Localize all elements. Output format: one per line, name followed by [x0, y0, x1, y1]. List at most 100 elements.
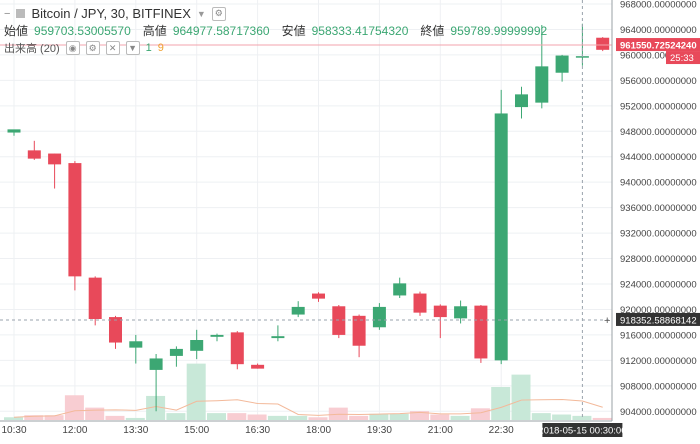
- volume-bar: [430, 414, 450, 420]
- low-label: 安値: [281, 24, 306, 38]
- candle-body: [454, 306, 468, 319]
- candle-body: [190, 340, 204, 351]
- candle-body: [413, 293, 427, 313]
- volume-bar: [247, 414, 267, 420]
- volume-bar: [369, 413, 389, 420]
- crosshair-price-label: 918352.58868142: [620, 315, 697, 326]
- last-price-label: 961550.72524240: [620, 41, 697, 52]
- x-tick-label: 13:30: [123, 425, 148, 436]
- x-tick-label: 21:00: [428, 425, 453, 436]
- volume-bar: [572, 415, 592, 420]
- candle-body: [494, 113, 508, 361]
- candle-body: [372, 306, 386, 328]
- y-tick-label: 944000.00000000: [620, 152, 697, 163]
- candle-body: [393, 283, 407, 296]
- y-tick-label: 912000.00000000: [620, 356, 697, 367]
- candle-body: [210, 334, 224, 337]
- crosshair-time-marker: [542, 423, 623, 437]
- close-value: 959789.99999992: [450, 23, 548, 38]
- add-alert-icon[interactable]: +: [604, 315, 610, 327]
- x-tick-label: 16:30: [245, 425, 270, 436]
- x-tick-label: 10:30: [1, 425, 26, 436]
- volume-bar: [44, 415, 64, 420]
- candle-body: [474, 305, 488, 359]
- volume-ma-line: [13, 399, 603, 418]
- y-tick-label: 920000.00000000: [620, 305, 697, 316]
- symbol-legend: − Bitcoin / JPY, 30, BITFINEX ▼ ⚙: [4, 6, 226, 21]
- countdown-label: 25:33: [670, 53, 694, 64]
- candle-body: [230, 332, 244, 365]
- candle-body: [352, 315, 366, 346]
- settings-icon[interactable]: ⚙: [211, 6, 226, 21]
- volume-value-ma: 9: [157, 42, 164, 54]
- symbol-title: Bitcoin / JPY, 30, BITFINEX: [31, 6, 191, 21]
- volume-bar: [207, 413, 226, 420]
- candle-body: [251, 364, 265, 369]
- candle-body: [109, 317, 122, 343]
- candle-body: [555, 55, 569, 73]
- candle-body: [291, 306, 305, 315]
- volume-bar: [552, 414, 572, 420]
- format-dropdown-icon[interactable]: ▼: [196, 8, 206, 19]
- y-tick-label: 904000.00000000: [620, 407, 697, 418]
- candle-body: [27, 150, 41, 159]
- candle-body: [88, 277, 102, 319]
- volume-bar: [389, 413, 409, 420]
- settings-icon[interactable]: ⚙: [85, 41, 100, 55]
- y-tick-label: 952000.00000000: [620, 101, 697, 112]
- x-tick-label: 22:30: [489, 425, 514, 436]
- y-tick-label: 924000.00000000: [620, 280, 697, 291]
- close-icon[interactable]: ✕: [105, 41, 120, 55]
- low-value: 958333.41754320: [311, 23, 409, 38]
- volume-bar: [349, 415, 369, 420]
- candle-body: [149, 358, 163, 370]
- open-label: 始値: [4, 24, 29, 38]
- volume-legend: 出来高 (20) ◉ ⚙ ✕ ▼ 1 9: [4, 40, 164, 56]
- candle-body: [515, 94, 528, 108]
- candle-body: [332, 306, 346, 335]
- volume-bar: [125, 417, 145, 420]
- volume-bar: [166, 413, 186, 420]
- x-tick-label: 15:00: [184, 425, 209, 436]
- volume-bar: [267, 415, 287, 420]
- y-tick-label: 960000.00000000: [620, 50, 697, 61]
- ohlc-values: 始値 959703.53005570 高値 964977.58717360 安値…: [4, 22, 553, 39]
- candle-body: [48, 153, 62, 165]
- y-tick-label: 940000.00000000: [620, 178, 697, 189]
- volume-bar: [4, 417, 23, 420]
- crosshair-time-label: 2018-05-15 00:30:00: [538, 426, 626, 437]
- candle-body: [169, 348, 183, 356]
- volume-bar: [186, 363, 206, 420]
- y-tick-label: 956000.00000000: [620, 76, 697, 87]
- open-value: 959703.53005570: [34, 23, 131, 38]
- volume-bar: [227, 413, 247, 420]
- y-tick-label: 928000.00000000: [620, 254, 697, 265]
- volume-bar: [470, 408, 490, 420]
- volume-bar: [24, 415, 44, 420]
- volume-bar: [450, 415, 470, 420]
- volume-bar: [64, 395, 84, 420]
- eye-icon[interactable]: ◉: [65, 41, 80, 55]
- volume-bar: [491, 387, 511, 420]
- candle-body: [7, 129, 21, 133]
- y-tick-label: 908000.00000000: [620, 381, 697, 392]
- volume-bar: [410, 411, 429, 420]
- volume-bar: [531, 413, 551, 420]
- high-value: 964977.58717360: [172, 23, 270, 38]
- y-tick-label: 932000.00000000: [620, 229, 697, 240]
- y-tick-label: 948000.00000000: [620, 127, 697, 138]
- candle-body: [271, 336, 285, 339]
- crosshair-price-marker: [616, 312, 700, 326]
- volume-bar: [511, 374, 531, 420]
- candle-body: [433, 305, 447, 318]
- candle-body: [535, 66, 549, 103]
- collapse-icon[interactable]: −: [4, 7, 11, 20]
- y-tick-label: 936000.00000000: [620, 203, 697, 214]
- volume-bar: [85, 407, 105, 420]
- x-tick-label: 12:00: [62, 425, 87, 436]
- candle-body: [312, 293, 325, 299]
- close-label: 終値: [420, 24, 445, 38]
- more-icon[interactable]: ▼: [125, 41, 140, 55]
